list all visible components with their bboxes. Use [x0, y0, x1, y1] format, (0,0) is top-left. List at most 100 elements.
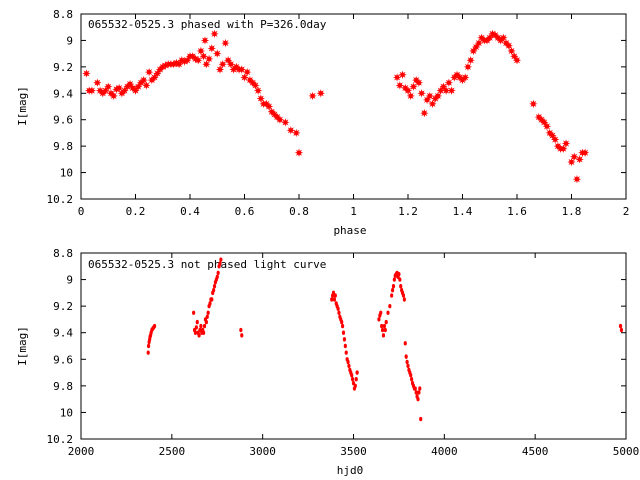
- data-point-phased: [406, 91, 415, 101]
- x-tick-label-unphased: 3500: [340, 445, 367, 458]
- y-tick-label-phased: 9.6: [53, 114, 73, 127]
- chart-phased: 065532-0525.3 phased with P=326.0day pha…: [16, 8, 629, 237]
- data-point-unphased: [410, 377, 414, 382]
- data-point-phased: [471, 42, 481, 52]
- data-point-unphased: [419, 416, 423, 422]
- x-tick-label-phased: 1: [350, 205, 357, 218]
- data-point-phased: [540, 118, 549, 127]
- data-point-unphased: [390, 288, 395, 293]
- data-point-phased: [420, 108, 429, 118]
- y-tick-label-unphased: 9.8: [53, 380, 73, 393]
- data-point-phased: [422, 95, 432, 105]
- data-point-unphased: [218, 261, 222, 266]
- data-point-phased: [256, 94, 266, 103]
- data-point-unphased: [353, 383, 357, 389]
- data-point-phased: [474, 38, 484, 48]
- y-tick-label-unphased: 10.2: [47, 433, 74, 446]
- y-tick-label-phased: 10: [60, 167, 73, 180]
- y-tick-label-unphased: 9: [66, 274, 73, 287]
- x-tick-label-phased: 1.2: [398, 205, 418, 218]
- data-point-unphased: [416, 396, 420, 402]
- data-point-phased: [93, 78, 102, 87]
- data-point-unphased: [398, 277, 402, 282]
- y-axis-label-phased: I[mag]: [16, 86, 29, 126]
- data-point-unphased: [409, 373, 413, 378]
- data-point-phased: [150, 73, 159, 82]
- data-point-phased: [199, 52, 208, 61]
- data-point-unphased: [413, 386, 417, 391]
- data-point-unphased: [405, 359, 409, 365]
- data-point-phased: [308, 91, 317, 101]
- data-point-unphased: [354, 377, 358, 382]
- data-point-phased: [114, 83, 124, 93]
- data-point-phased: [207, 44, 216, 53]
- data-point-unphased: [388, 303, 392, 309]
- x-axis-label-phased: phase: [333, 224, 366, 237]
- data-point-unphased: [379, 310, 383, 315]
- data-point-phased: [485, 33, 494, 42]
- x-tick-label-unphased: 2500: [159, 445, 186, 458]
- y-tick-label-phased: 9.2: [53, 61, 73, 74]
- x-axis-label-unphased: hjd0: [337, 464, 364, 477]
- data-point-phased: [504, 41, 514, 50]
- data-points-unphased: [146, 257, 624, 422]
- data-point-unphased: [399, 284, 403, 289]
- data-point-phased: [142, 81, 151, 90]
- data-point-unphased: [194, 325, 198, 330]
- data-point-unphased: [240, 333, 244, 338]
- data-point-phased: [561, 139, 571, 148]
- data-point-phased: [425, 91, 434, 101]
- data-point-phased: [200, 36, 210, 45]
- data-point-phased: [439, 82, 448, 91]
- data-point-phased: [87, 86, 97, 95]
- data-point-phased: [461, 73, 470, 82]
- data-point-unphased: [199, 323, 203, 329]
- data-point-phased: [433, 91, 443, 101]
- y-tick-label-unphased: 10: [60, 406, 73, 419]
- data-point-unphased: [152, 323, 157, 329]
- data-point-unphased: [202, 330, 206, 335]
- data-point-phased: [575, 155, 584, 164]
- x-tick-label-unphased: 3000: [249, 445, 276, 458]
- data-point-unphased: [205, 314, 209, 319]
- data-point-phased: [499, 33, 508, 42]
- data-point-unphased: [336, 306, 340, 311]
- data-point-phased: [196, 46, 206, 56]
- data-point-phased: [240, 73, 249, 82]
- data-point-phased: [109, 91, 118, 101]
- x-tick-label-phased: 0.2: [126, 205, 146, 218]
- data-point-unphased: [383, 327, 387, 333]
- data-point-phased: [174, 60, 184, 69]
- data-point-phased: [183, 56, 192, 65]
- data-point-unphased: [403, 341, 407, 346]
- data-point-unphased: [212, 284, 217, 289]
- x-tick-label-phased: 2: [623, 205, 630, 218]
- x-tick-label-phased: 1.8: [562, 205, 582, 218]
- data-point-phased: [226, 60, 236, 69]
- data-point-phased: [213, 49, 222, 58]
- data-points-phased: [82, 29, 590, 184]
- data-point-phased: [294, 148, 304, 157]
- x-tick-label-phased: 0: [78, 205, 85, 218]
- data-point-unphased: [342, 337, 347, 342]
- data-point-unphased: [401, 293, 406, 298]
- data-point-unphased: [397, 272, 401, 277]
- chart-title-phased: 065532-0525.3 phased with P=326.0day: [88, 18, 327, 31]
- y-tick-label-phased: 9.4: [53, 87, 73, 100]
- data-point-phased: [507, 46, 516, 56]
- data-point-unphased: [204, 319, 208, 325]
- data-point-phased: [292, 128, 301, 138]
- plot-frame-phased: [80, 13, 627, 200]
- y-tick-label-unphased: 8.8: [53, 247, 73, 260]
- data-point-phased: [436, 86, 445, 95]
- data-point-phased: [567, 157, 576, 167]
- data-point-unphased: [392, 277, 396, 282]
- x-tick-label-unphased: 5000: [613, 445, 640, 458]
- data-point-phased: [403, 86, 413, 95]
- y-tick-label-phased: 9: [66, 34, 73, 47]
- data-point-unphased: [346, 359, 350, 365]
- plot-frame-unphased: [80, 252, 627, 440]
- data-point-phased: [237, 65, 246, 74]
- data-point-phased: [512, 56, 522, 65]
